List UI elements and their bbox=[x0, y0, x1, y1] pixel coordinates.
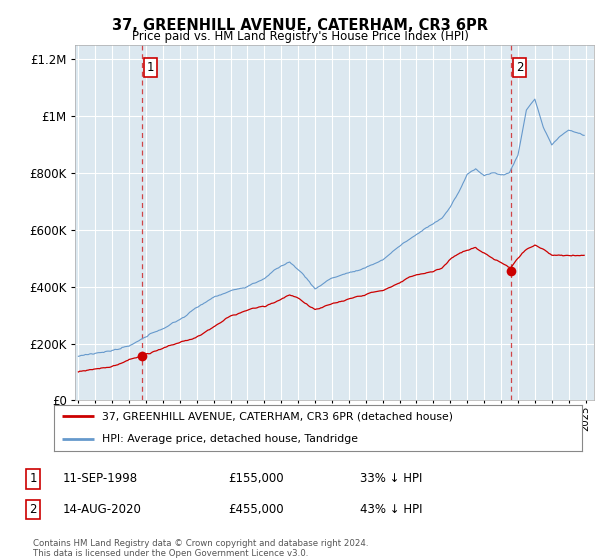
Text: 2: 2 bbox=[516, 61, 523, 74]
Text: 2: 2 bbox=[29, 503, 37, 516]
Text: 37, GREENHILL AVENUE, CATERHAM, CR3 6PR: 37, GREENHILL AVENUE, CATERHAM, CR3 6PR bbox=[112, 18, 488, 34]
Text: 1: 1 bbox=[29, 472, 37, 486]
Text: £155,000: £155,000 bbox=[228, 472, 284, 486]
Text: 43% ↓ HPI: 43% ↓ HPI bbox=[360, 503, 422, 516]
Text: £455,000: £455,000 bbox=[228, 503, 284, 516]
Text: 11-SEP-1998: 11-SEP-1998 bbox=[63, 472, 138, 486]
Text: 14-AUG-2020: 14-AUG-2020 bbox=[63, 503, 142, 516]
Text: Price paid vs. HM Land Registry's House Price Index (HPI): Price paid vs. HM Land Registry's House … bbox=[131, 30, 469, 43]
Text: 33% ↓ HPI: 33% ↓ HPI bbox=[360, 472, 422, 486]
Text: HPI: Average price, detached house, Tandridge: HPI: Average price, detached house, Tand… bbox=[101, 435, 358, 444]
Text: Contains HM Land Registry data © Crown copyright and database right 2024.
This d: Contains HM Land Registry data © Crown c… bbox=[33, 539, 368, 558]
Text: 1: 1 bbox=[147, 61, 154, 74]
Text: 37, GREENHILL AVENUE, CATERHAM, CR3 6PR (detached house): 37, GREENHILL AVENUE, CATERHAM, CR3 6PR … bbox=[101, 412, 452, 421]
